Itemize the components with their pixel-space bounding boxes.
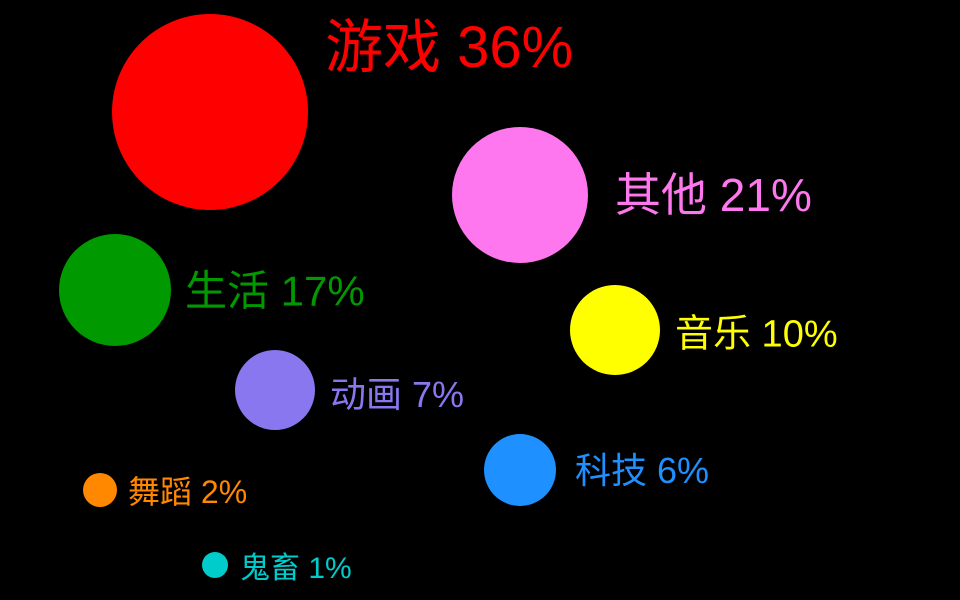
bubble-music xyxy=(570,285,660,375)
bubble-life xyxy=(59,234,171,346)
label-dance: 舞蹈 2% xyxy=(128,467,247,513)
bubble-dance xyxy=(83,473,117,507)
label-games: 游戏 36% xyxy=(325,0,573,84)
bubble-chart: 游戏 36% 其他 21% 生活 17% 音乐 10% 动画 7% 科技 6% 舞蹈 2% 鬼… xyxy=(0,0,960,600)
label-music: 音乐 10% xyxy=(675,303,838,358)
label-life: 生活 17% xyxy=(185,258,365,319)
label-other: 其他 21% xyxy=(615,159,812,225)
label-kichiku: 鬼畜 1% xyxy=(240,543,352,587)
label-tech: 科技 6% xyxy=(575,442,709,494)
bubble-other xyxy=(452,127,588,263)
label-anime: 动画 7% xyxy=(330,366,464,418)
bubble-games xyxy=(112,14,308,210)
bubble-anime xyxy=(235,350,315,430)
bubble-tech xyxy=(484,434,556,506)
bubble-kichiku xyxy=(202,552,228,578)
